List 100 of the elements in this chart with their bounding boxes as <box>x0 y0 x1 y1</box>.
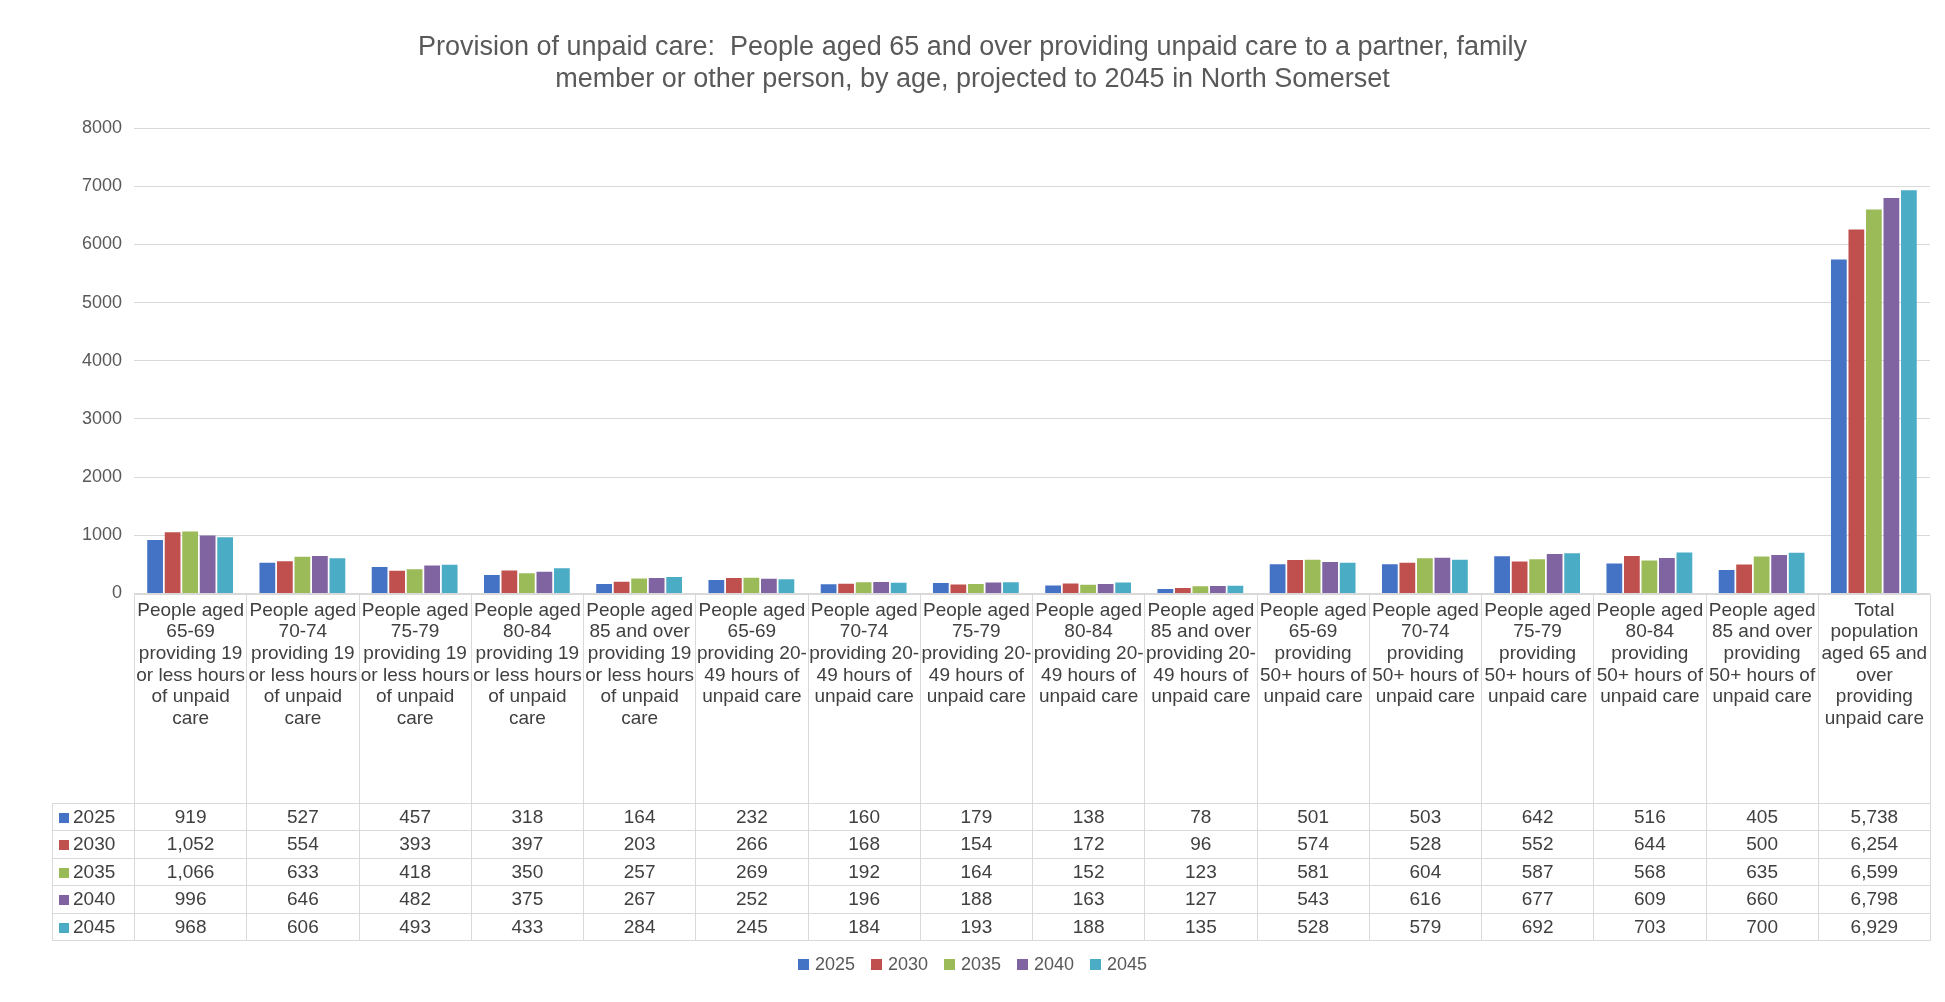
bar <box>536 571 553 593</box>
bar <box>501 570 518 593</box>
data-label: 677 <box>1481 885 1594 913</box>
data-label: 482 <box>359 885 472 913</box>
bar <box>932 583 949 593</box>
x-tick-label: People aged 65-69 providing 50+ hours of unpaid care <box>1257 594 1370 803</box>
y-tick-label: 0 <box>111 582 122 603</box>
bar <box>147 540 163 593</box>
bar <box>950 584 967 593</box>
bar <box>1174 587 1191 593</box>
data-label: 1,052 <box>134 830 247 858</box>
bar <box>164 532 181 593</box>
bar <box>1529 559 1546 593</box>
data-label: 179 <box>920 803 1033 831</box>
data-label: 252 <box>695 885 808 913</box>
data-label: 127 <box>1144 885 1257 913</box>
x-tick-label: People aged 75-79 providing 50+ hours of unpaid care <box>1481 594 1594 803</box>
data-label: 433 <box>471 913 584 941</box>
data-label: 528 <box>1369 830 1482 858</box>
bar <box>1848 229 1865 593</box>
data-label: 203 <box>583 830 696 858</box>
bar <box>708 580 725 593</box>
data-label: 516 <box>1593 803 1706 831</box>
x-tick-label: People aged 85 and over providing 50+ hours of unpaid care <box>1706 594 1819 803</box>
chart-title: Provision of unpaid care: People aged 65 and over providing unpaid care to a partner, family member or other person, by age, projected to 2045 in North Somerset <box>416 30 1529 95</box>
bar <box>1511 561 1528 593</box>
legend-label: 2025 <box>52 803 135 831</box>
bar <box>1157 588 1174 593</box>
data-label: 135 <box>1144 913 1257 941</box>
data-label: 457 <box>359 803 472 831</box>
data-label: 493 <box>359 913 472 941</box>
x-tick-label: People aged 85 and over providing 20-49 hours of unpaid care <box>1144 594 1257 803</box>
data-label: 123 <box>1144 858 1257 886</box>
data-label: 284 <box>583 913 696 941</box>
bar <box>838 583 854 593</box>
bar <box>666 576 683 593</box>
text: 2035 <box>960 954 1002 974</box>
data-label: 646 <box>246 885 359 913</box>
x-tick-label: People aged 70-74 providing 50+ hours of unpaid care <box>1369 594 1482 803</box>
data-label: 503 <box>1369 803 1482 831</box>
bar <box>1564 553 1581 593</box>
bar <box>1718 569 1735 593</box>
text: 2025 <box>814 954 855 974</box>
bar <box>1210 586 1226 593</box>
data-label: 193 <box>920 913 1033 941</box>
data-label: 581 <box>1257 858 1370 886</box>
data-label: 527 <box>246 803 359 831</box>
bar <box>1901 190 1917 593</box>
x-tick-label: People aged 65-69 providing 20-49 hours of unpaid care <box>695 594 808 803</box>
data-label: 635 <box>1706 858 1819 886</box>
data-label: 375 <box>471 885 584 913</box>
x-tick-label: People aged 70-74 providing 20-49 hours of unpaid care <box>808 594 921 803</box>
bar <box>329 558 346 593</box>
bar <box>1546 554 1563 593</box>
data-label: 6,929 <box>1818 913 1931 941</box>
y-tick-label: 3000 <box>81 407 122 428</box>
data-label: 168 <box>808 830 921 858</box>
x-tick-label: People aged 75-79 providing 20-49 hours of unpaid care <box>920 594 1033 803</box>
legend-label: 2040 <box>52 885 135 913</box>
bar <box>554 568 570 593</box>
data-label: 196 <box>808 885 921 913</box>
y-tick-label: 1000 <box>81 524 122 545</box>
data-label: 5,738 <box>1818 803 1931 831</box>
bar <box>1381 564 1398 593</box>
bar <box>1045 585 1061 593</box>
data-label: 160 <box>808 803 921 831</box>
bar <box>1115 582 1132 593</box>
data-label: 579 <box>1369 913 1482 941</box>
data-label: 163 <box>1032 885 1145 913</box>
data-label: 604 <box>1369 858 1482 886</box>
data-label: 543 <box>1257 885 1370 913</box>
data-label: 574 <box>1257 830 1370 858</box>
bar <box>1659 558 1675 593</box>
bar <box>1736 564 1752 593</box>
data-label: 164 <box>583 803 696 831</box>
bar <box>596 583 612 593</box>
bar <box>968 583 984 593</box>
data-label: 418 <box>359 858 472 886</box>
bar <box>406 569 423 593</box>
data-label: 642 <box>1481 803 1594 831</box>
bar <box>820 584 837 593</box>
data-label: 405 <box>1706 803 1819 831</box>
text: 2045 <box>1107 954 1148 974</box>
bar <box>294 556 311 593</box>
data-label: 500 <box>1706 830 1819 858</box>
bar <box>1097 584 1114 593</box>
bar <box>1494 556 1510 593</box>
bar <box>855 582 872 593</box>
x-tick-label: People aged 85 and over providing 19 or less hours of unpaid care <box>583 594 696 803</box>
y-tick-label: 4000 <box>81 349 122 370</box>
bar <box>613 581 630 593</box>
text: 2030 <box>887 954 928 974</box>
bar <box>1606 563 1623 593</box>
bar <box>1003 582 1019 593</box>
y-tick-label: 7000 <box>81 175 122 196</box>
data-label: 266 <box>695 830 808 858</box>
y-tick-label: 5000 <box>81 291 122 312</box>
bar <box>424 565 441 593</box>
data-label: 245 <box>695 913 808 941</box>
bar <box>1788 552 1805 593</box>
